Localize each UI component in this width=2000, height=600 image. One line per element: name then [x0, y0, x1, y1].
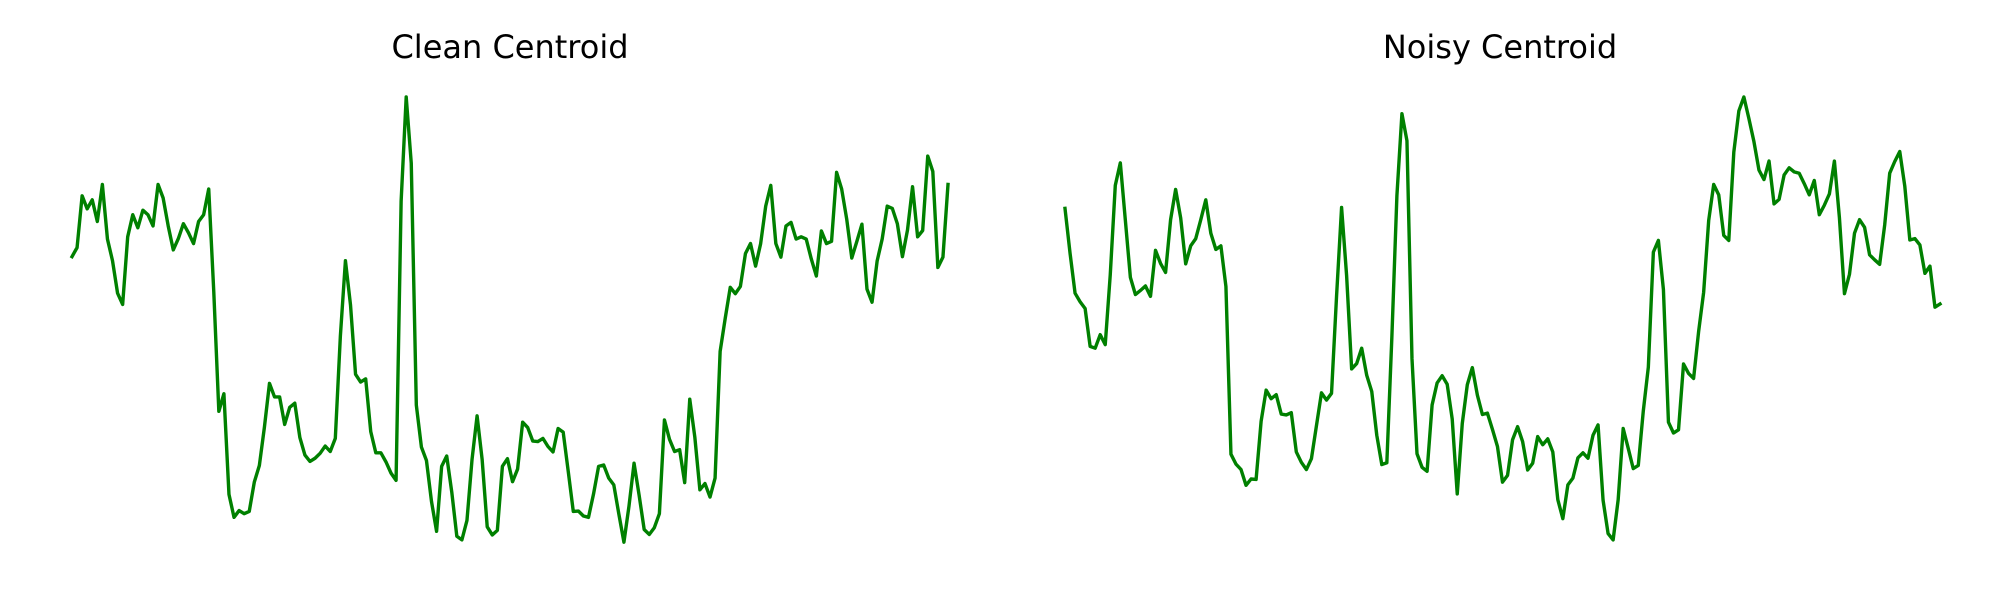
chart-title: Noisy Centroid	[1383, 28, 1617, 66]
plot-area	[1063, 95, 1943, 542]
chart-title: Clean Centroid	[391, 28, 628, 66]
panel-noisy-centroid: Noisy Centroid	[1063, 28, 1943, 542]
panel-clean-centroid: Clean Centroid	[69, 28, 950, 544]
series-line	[1063, 95, 1943, 542]
plot-area	[69, 95, 950, 544]
series-line	[69, 95, 950, 544]
